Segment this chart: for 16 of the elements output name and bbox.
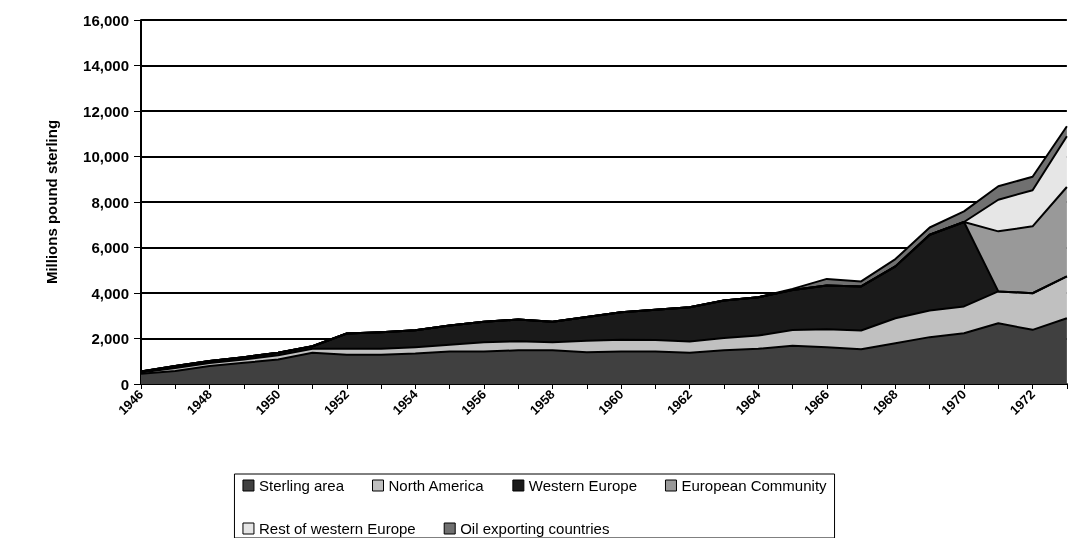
y-tick-label: 8,000 — [91, 193, 129, 211]
legend-label: Sterling area — [258, 477, 345, 494]
legend-label: Oil exporting countries — [460, 520, 610, 537]
y-axis-title: Millions pound sterling — [43, 119, 60, 285]
legend-label: Rest of western Europe — [258, 520, 416, 537]
y-tick-label: 12,000 — [83, 102, 129, 120]
legend-label: Western Europe — [528, 477, 637, 494]
y-tick-label: 6,000 — [91, 239, 129, 256]
legend-label: North America — [388, 477, 485, 494]
y-tick-label: 0 — [120, 375, 129, 393]
y-tick-label: 4,000 — [91, 284, 129, 302]
y-tick-label: 14,000 — [83, 57, 129, 74]
y-tick-label: 2,000 — [91, 330, 129, 347]
y-tick-label: 10,000 — [83, 148, 129, 165]
y-tick-label: 16,000 — [83, 11, 129, 29]
legend-label: European Community — [681, 477, 828, 494]
